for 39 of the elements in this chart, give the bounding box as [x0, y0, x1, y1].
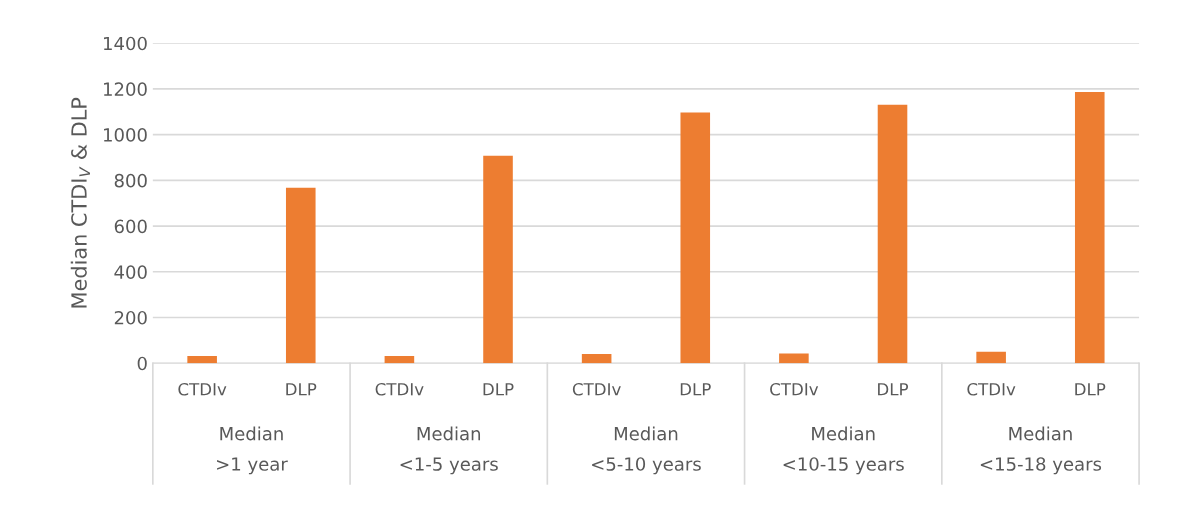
- text: Median: [1009, 426, 1072, 441]
- bar: [680, 112, 711, 364]
- y-tick-label: 600: [114, 219, 147, 234]
- x-tick-label: DLP: [1075, 383, 1106, 396]
- bar: [483, 155, 513, 364]
- text: Median: [417, 426, 481, 441]
- bar: [285, 187, 316, 364]
- x-tick-label: CTDIv: [178, 382, 227, 396]
- bar: [976, 351, 1006, 364]
- text: Median: [220, 426, 283, 441]
- bar: [187, 355, 217, 364]
- x-tick-label: DLP: [680, 383, 711, 396]
- text: Median: [614, 426, 678, 441]
- y-tick-label: 800: [114, 173, 147, 188]
- text: <5-10 years: [592, 457, 701, 475]
- text: <10-15 years: [783, 457, 904, 475]
- text: >1 year: [217, 457, 288, 475]
- y-tick-label: 1400: [104, 36, 147, 51]
- x-tick-label: CTDIv: [770, 382, 819, 396]
- y-tick-label: 400: [114, 265, 147, 279]
- y-tick-label: 1000: [104, 128, 147, 142]
- bar: [1074, 92, 1105, 364]
- y-tick-label: 0: [137, 356, 147, 371]
- text: Median: [812, 426, 875, 441]
- bar: [384, 355, 415, 364]
- text: <1-5 years: [400, 457, 498, 475]
- text: <15-18 years: [980, 457, 1102, 475]
- x-tick-label: DLP: [878, 383, 909, 396]
- bar: [877, 104, 908, 364]
- x-tick-label: CTDIv: [967, 382, 1016, 396]
- x-tick-label: CTDIv: [375, 382, 424, 396]
- bar: [779, 353, 809, 364]
- y-tick-label: 200: [114, 310, 147, 325]
- y-tick-label: 1200: [104, 82, 147, 97]
- x-tick-label: CTDIv: [572, 382, 621, 396]
- x-tick-label: DLP: [483, 383, 514, 396]
- bar: [581, 354, 612, 364]
- y-axis-title: Median CTDI$_{V}$ & DLP: [70, 97, 90, 308]
- x-tick-label: DLP: [286, 383, 317, 396]
